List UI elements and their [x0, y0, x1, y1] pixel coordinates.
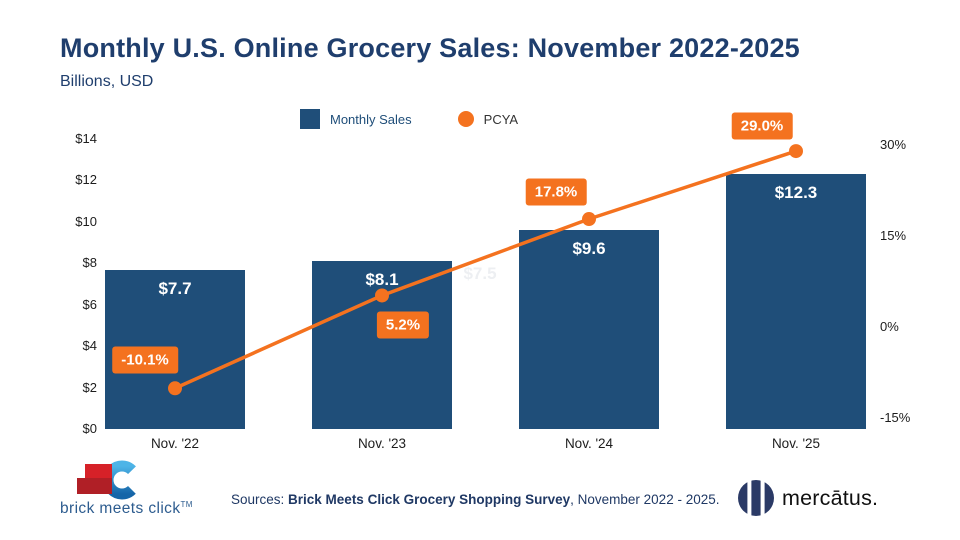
pcya-value-badge: 29.0% — [731, 112, 793, 140]
page-subtitle: Billions, USD — [60, 73, 154, 90]
x-axis-label: Nov. '25 — [771, 436, 821, 451]
brick-icon-bottom — [77, 478, 112, 494]
monthly-sales-bar: $9.6 — [519, 230, 659, 429]
brick-meets-click-logo: brick meets clickTM — [60, 458, 200, 520]
bar-value-label: $8.1 — [365, 270, 399, 290]
monthly-sales-bar: $12.3 — [726, 174, 866, 429]
left-axis-tick: $6 — [82, 296, 97, 312]
left-axis-tick: $2 — [82, 379, 97, 395]
monthly-sales-bar: $8.1 — [312, 261, 452, 429]
legend-line-swatch-icon — [457, 111, 474, 127]
right-axis-tick: 15% — [880, 228, 907, 243]
legend-bar-label: Monthly Sales — [330, 111, 412, 127]
legend-bar-swatch-icon — [300, 109, 320, 129]
x-axis-label: Nov. '24 — [564, 436, 614, 451]
brick-meets-click-wordmark: brick meets clickTM — [60, 500, 193, 518]
page-title: Monthly U.S. Online Grocery Sales: Novem… — [60, 33, 800, 63]
right-axis-tick: 30% — [880, 137, 907, 152]
mercatus-wordmark: mercātus. — [782, 485, 879, 510]
bar-value-label: $9.6 — [572, 239, 606, 259]
left-axis-tick: $14 — [75, 131, 97, 146]
x-axis-label: Nov. '22 — [150, 436, 200, 451]
left-axis-tick: $4 — [82, 338, 97, 354]
sources-prefix: Sources: — [231, 492, 289, 507]
pcya-value-badge: -10.1% — [112, 346, 178, 374]
ghost-data-label: $7.5 — [463, 263, 497, 283]
legend: Monthly Sales PCYA — [300, 109, 518, 129]
pcya-value-badge: 17.8% — [525, 178, 587, 206]
pcya-marker-icon — [789, 144, 803, 159]
brick-icon-top — [85, 464, 112, 480]
right-axis-tick: 0% — [880, 319, 899, 334]
mercatus-icon — [738, 479, 774, 517]
right-axis-tick: -15% — [880, 410, 911, 425]
sources-suffix: , November 2022 - 2025. — [570, 492, 720, 507]
left-axis-tick: $10 — [75, 213, 97, 229]
legend-line-label: PCYA — [483, 111, 519, 127]
left-axis-tick: $12 — [75, 172, 97, 188]
bar-value-label: $7.7 — [158, 278, 192, 298]
sources-note: Sources: Brick Meets Click Grocery Shopp… — [231, 492, 719, 507]
pcya-marker-icon — [582, 212, 596, 227]
pcya-value-badge: 5.2% — [376, 311, 430, 339]
trademark-symbol: TM — [180, 500, 193, 509]
sources-survey-name: Brick Meets Click Grocery Shopping Surve… — [288, 492, 571, 507]
bar-value-label: $12.3 — [774, 183, 818, 203]
left-axis-tick: $0 — [82, 421, 97, 436]
mercatus-logo: mercātus. — [737, 479, 878, 517]
left-axis-tick: $8 — [82, 255, 97, 271]
x-axis-label: Nov. '23 — [357, 436, 407, 451]
